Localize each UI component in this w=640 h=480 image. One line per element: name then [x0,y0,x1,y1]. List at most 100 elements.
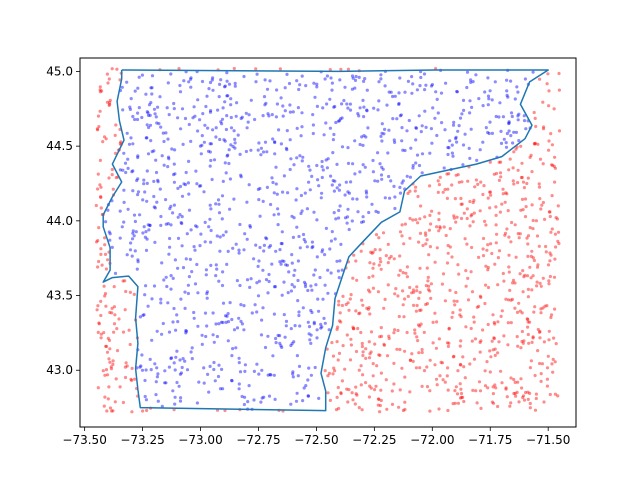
blue-point [338,183,342,187]
blue-point [418,84,422,88]
red-point [519,346,523,350]
red-point [350,391,354,395]
red-point [401,289,405,293]
blue-point [310,240,314,244]
blue-point [331,138,335,142]
blue-point [358,170,362,174]
blue-point [308,188,312,192]
blue-point [393,206,397,211]
blue-point [311,123,315,127]
blue-point [455,89,459,94]
blue-point [274,336,278,341]
red-point [534,124,538,129]
red-point [379,326,383,330]
blue-point [433,116,437,120]
blue-point [195,262,199,267]
blue-point [259,400,263,404]
red-point [323,369,327,373]
red-point [422,369,427,373]
blue-point [260,318,264,322]
blue-point [247,183,251,187]
blue-point [204,334,208,339]
red-point [355,393,359,397]
red-point [382,342,386,346]
red-point [549,315,553,320]
red-point [107,77,111,81]
blue-point [214,274,218,278]
red-point [446,344,450,348]
red-point [459,315,463,319]
red-point [512,150,516,154]
blue-point [201,112,205,116]
red-point [118,385,122,389]
blue-point [162,163,166,167]
red-point [451,355,455,359]
blue-point [451,123,456,127]
red-point [503,231,508,235]
red-point [526,397,530,401]
blue-point [360,220,364,224]
blue-point [490,131,494,135]
blue-point [407,118,411,123]
blue-point [153,362,157,366]
blue-point [243,369,247,373]
red-point [403,400,407,404]
blue-point [321,106,325,110]
blue-point [173,258,177,262]
blue-point [297,313,301,318]
red-point [493,347,497,351]
red-point [364,356,368,360]
red-point [354,392,358,396]
blue-point [128,105,132,109]
red-point [547,338,551,342]
blue-point [136,86,140,90]
red-point [491,401,496,405]
blue-point [154,115,158,119]
red-point [115,349,120,353]
red-point [378,410,382,414]
blue-point [347,227,351,232]
blue-point [145,181,149,185]
red-point [416,323,421,327]
red-point [508,404,512,408]
red-point [513,281,517,285]
red-point [416,194,420,199]
blue-point [227,82,232,86]
red-point [538,157,543,161]
blue-point [224,320,228,324]
blue-point [468,111,472,115]
blue-point [297,310,301,314]
blue-point [137,106,141,110]
red-point [496,351,500,355]
red-point [499,160,503,164]
blue-point [166,222,170,226]
red-point [486,386,490,390]
red-point [507,265,511,269]
red-point [552,107,556,111]
blue-point [361,215,365,219]
red-point [525,317,529,321]
blue-point [217,202,221,206]
blue-point [346,190,350,194]
red-point [367,356,372,360]
blue-point [223,85,227,89]
blue-point [333,237,337,241]
red-point [471,220,475,224]
red-point [545,377,550,381]
red-point [488,370,492,374]
blue-point [364,135,368,139]
red-point [437,229,441,233]
red-point [382,306,386,310]
red-point [96,330,100,334]
red-point [95,127,99,131]
blue-point [257,259,261,263]
blue-point [389,90,393,94]
blue-point [150,338,154,342]
red-point [472,211,476,215]
blue-point [364,191,369,195]
red-point [508,288,512,292]
red-point [526,317,530,321]
blue-point [252,398,256,402]
red-point [100,89,104,93]
blue-point [150,297,154,301]
